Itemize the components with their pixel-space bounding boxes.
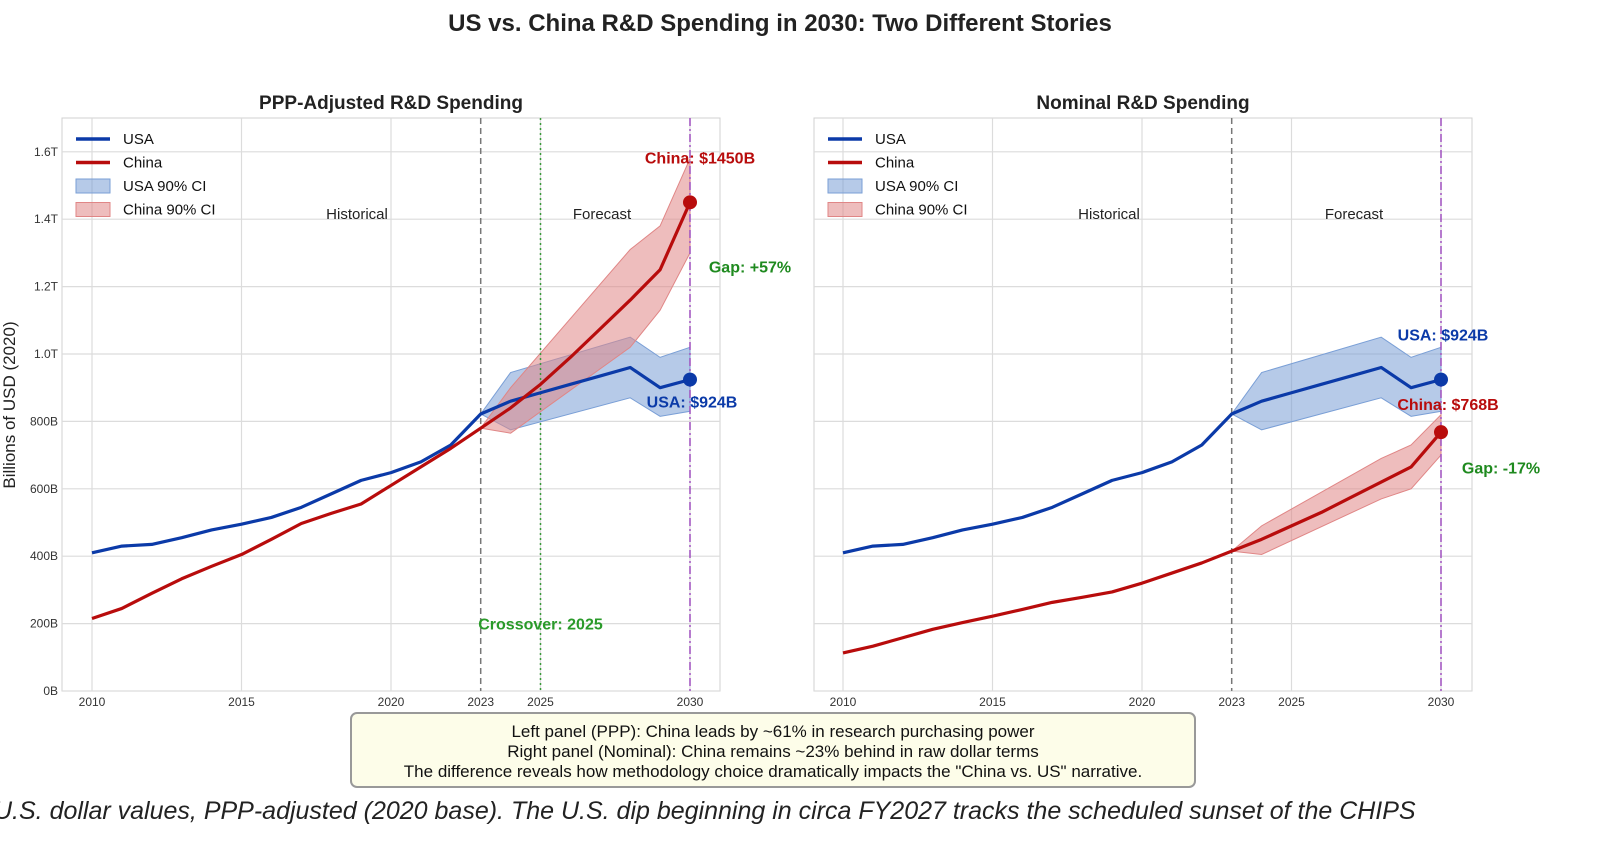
annotation-china: China: $1450B bbox=[645, 150, 755, 167]
legend-swatch bbox=[827, 202, 863, 217]
legend-entry: China bbox=[123, 155, 163, 172]
legend-swatch bbox=[827, 178, 863, 194]
annotation-crossover: Crossover: 2025 bbox=[478, 617, 603, 634]
forecast-label: Forecast bbox=[573, 206, 632, 223]
forecast-label: Forecast bbox=[1325, 206, 1384, 223]
x-tick-label: 2010 bbox=[830, 695, 857, 709]
ppp-panel: 0B 200B 400B 600B 800B 1.0T 1.2T 1.4T 1.6T 2010 20… bbox=[0, 93, 791, 732]
annotation-usa: USA: $924B bbox=[1398, 328, 1489, 345]
x-tick-label: 2025 bbox=[1278, 695, 1305, 709]
annotation-usa: USA: $924B bbox=[647, 395, 738, 412]
usa-2030-marker bbox=[1434, 372, 1448, 387]
figure-title: US vs. China R&D Spending in 2030: Two D… bbox=[448, 10, 1112, 37]
annotation-china: China: $768B bbox=[1397, 397, 1498, 414]
annotation-gap: Gap: +57% bbox=[709, 259, 791, 276]
x-tick-label: 2023 bbox=[467, 695, 494, 709]
x-tick-label: 2015 bbox=[228, 695, 255, 709]
x-tick-label: 2025 bbox=[527, 695, 554, 709]
y-axis-label: Billions of USD (2020) bbox=[0, 321, 19, 488]
usa-2030-marker bbox=[683, 372, 697, 387]
legend-entry: China bbox=[875, 155, 915, 172]
legend: USA China USA 90% CI China 90% CI bbox=[75, 131, 216, 219]
note-line: Right panel (Nominal): China remains ~23… bbox=[507, 742, 1039, 761]
china-line bbox=[91, 201, 692, 621]
y-tick-label: 200B bbox=[30, 617, 58, 631]
y-tick-label: 1.2T bbox=[34, 280, 59, 294]
y-tick-label: 1.6T bbox=[34, 145, 59, 159]
y-tick-label: 1.4T bbox=[34, 212, 59, 226]
panel-title: Nominal R&D Spending bbox=[1036, 93, 1249, 114]
summary-annotation-box: Left panel (PPP): China leads by ~61% in… bbox=[350, 712, 1196, 788]
legend-swatch bbox=[75, 202, 111, 217]
legend-entry: USA bbox=[875, 131, 906, 148]
y-tick-label: 1.0T bbox=[34, 347, 59, 361]
x-tick-label: 2015 bbox=[979, 695, 1006, 709]
historical-label: Historical bbox=[1078, 206, 1140, 223]
x-tick-label: 2020 bbox=[378, 695, 405, 709]
china-line bbox=[842, 431, 1443, 655]
x-tick-label: 2023 bbox=[1218, 695, 1245, 709]
china-2030-marker bbox=[1434, 425, 1448, 440]
legend-entry: USA bbox=[123, 131, 154, 148]
china-2030-marker bbox=[683, 195, 697, 210]
legend-entry: China 90% CI bbox=[875, 202, 968, 219]
note-line: The difference reveals how methodology c… bbox=[403, 762, 1143, 781]
x-tick-label: 2010 bbox=[79, 695, 106, 709]
annotation-gap: Gap: -17% bbox=[1462, 460, 1540, 477]
legend-entry: USA 90% CI bbox=[123, 178, 206, 195]
legend-swatch bbox=[75, 178, 111, 194]
y-tick-label: 600B bbox=[30, 482, 58, 496]
y-tick-label: 400B bbox=[30, 549, 58, 563]
plot-area bbox=[813, 117, 1473, 692]
legend-entry: China 90% CI bbox=[123, 202, 216, 219]
x-tick-label: 2030 bbox=[1428, 695, 1455, 709]
usa-line bbox=[842, 365, 1442, 555]
historical-label: Historical bbox=[326, 206, 388, 223]
legend-entry: USA 90% CI bbox=[875, 178, 958, 195]
x-tick-label: 2030 bbox=[677, 695, 704, 709]
legend: USA China USA 90% CI China 90% CI bbox=[827, 131, 968, 219]
y-tick-label: 0B bbox=[43, 684, 58, 698]
y-tick-label: 800B bbox=[30, 414, 58, 428]
figure-caption: U.S. dollar values, PPP-adjusted (2020 b… bbox=[0, 797, 1416, 825]
x-tick-label: 2020 bbox=[1129, 695, 1156, 709]
panel-title: PPP-Adjusted R&D Spending bbox=[259, 93, 523, 114]
note-line: Left panel (PPP): China leads by ~61% in… bbox=[511, 722, 1035, 741]
usa-line bbox=[91, 365, 691, 555]
nominal-panel: 2010 2015 2020 2023 2025 2030 Historical Foreca… bbox=[813, 93, 1540, 732]
